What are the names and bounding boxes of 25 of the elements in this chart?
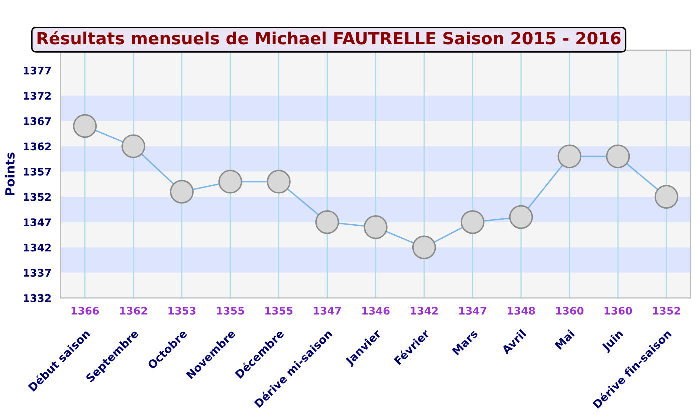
data-label: 1355 <box>217 307 244 315</box>
y-tick-label: 1337 <box>24 269 52 278</box>
data-label: 1362 <box>120 307 148 315</box>
y-tick-label: 1362 <box>24 142 51 151</box>
data-label: 1360 <box>556 307 584 315</box>
data-label: 1347 <box>314 307 342 315</box>
data-label: 1342 <box>411 307 438 315</box>
data-label: 1360 <box>604 307 632 315</box>
y-tick-label: 1357 <box>24 168 52 176</box>
y-tick-label: 1367 <box>24 117 52 126</box>
data-label: 1346 <box>362 307 390 315</box>
data-label: 1352 <box>653 307 680 315</box>
y-axis-title: Points <box>5 152 15 196</box>
data-label: 1366 <box>72 307 100 315</box>
chart-title: Résultats mensuels de Michael FAUTRELLE Saison 2015 - 2016 <box>38 31 621 45</box>
y-tick-label: 1342 <box>24 244 51 252</box>
y-tick-label: 1347 <box>24 218 52 226</box>
data-label: 1353 <box>168 307 196 315</box>
y-tick-label: 1332 <box>24 294 51 302</box>
data-label: 1348 <box>508 307 536 315</box>
y-tick-label: 1372 <box>24 92 51 100</box>
y-tick-label: 1352 <box>24 193 51 202</box>
data-label: 1347 <box>460 307 486 315</box>
y-tick-label: 1377 <box>24 66 52 75</box>
data-label: 1355 <box>266 307 293 315</box>
